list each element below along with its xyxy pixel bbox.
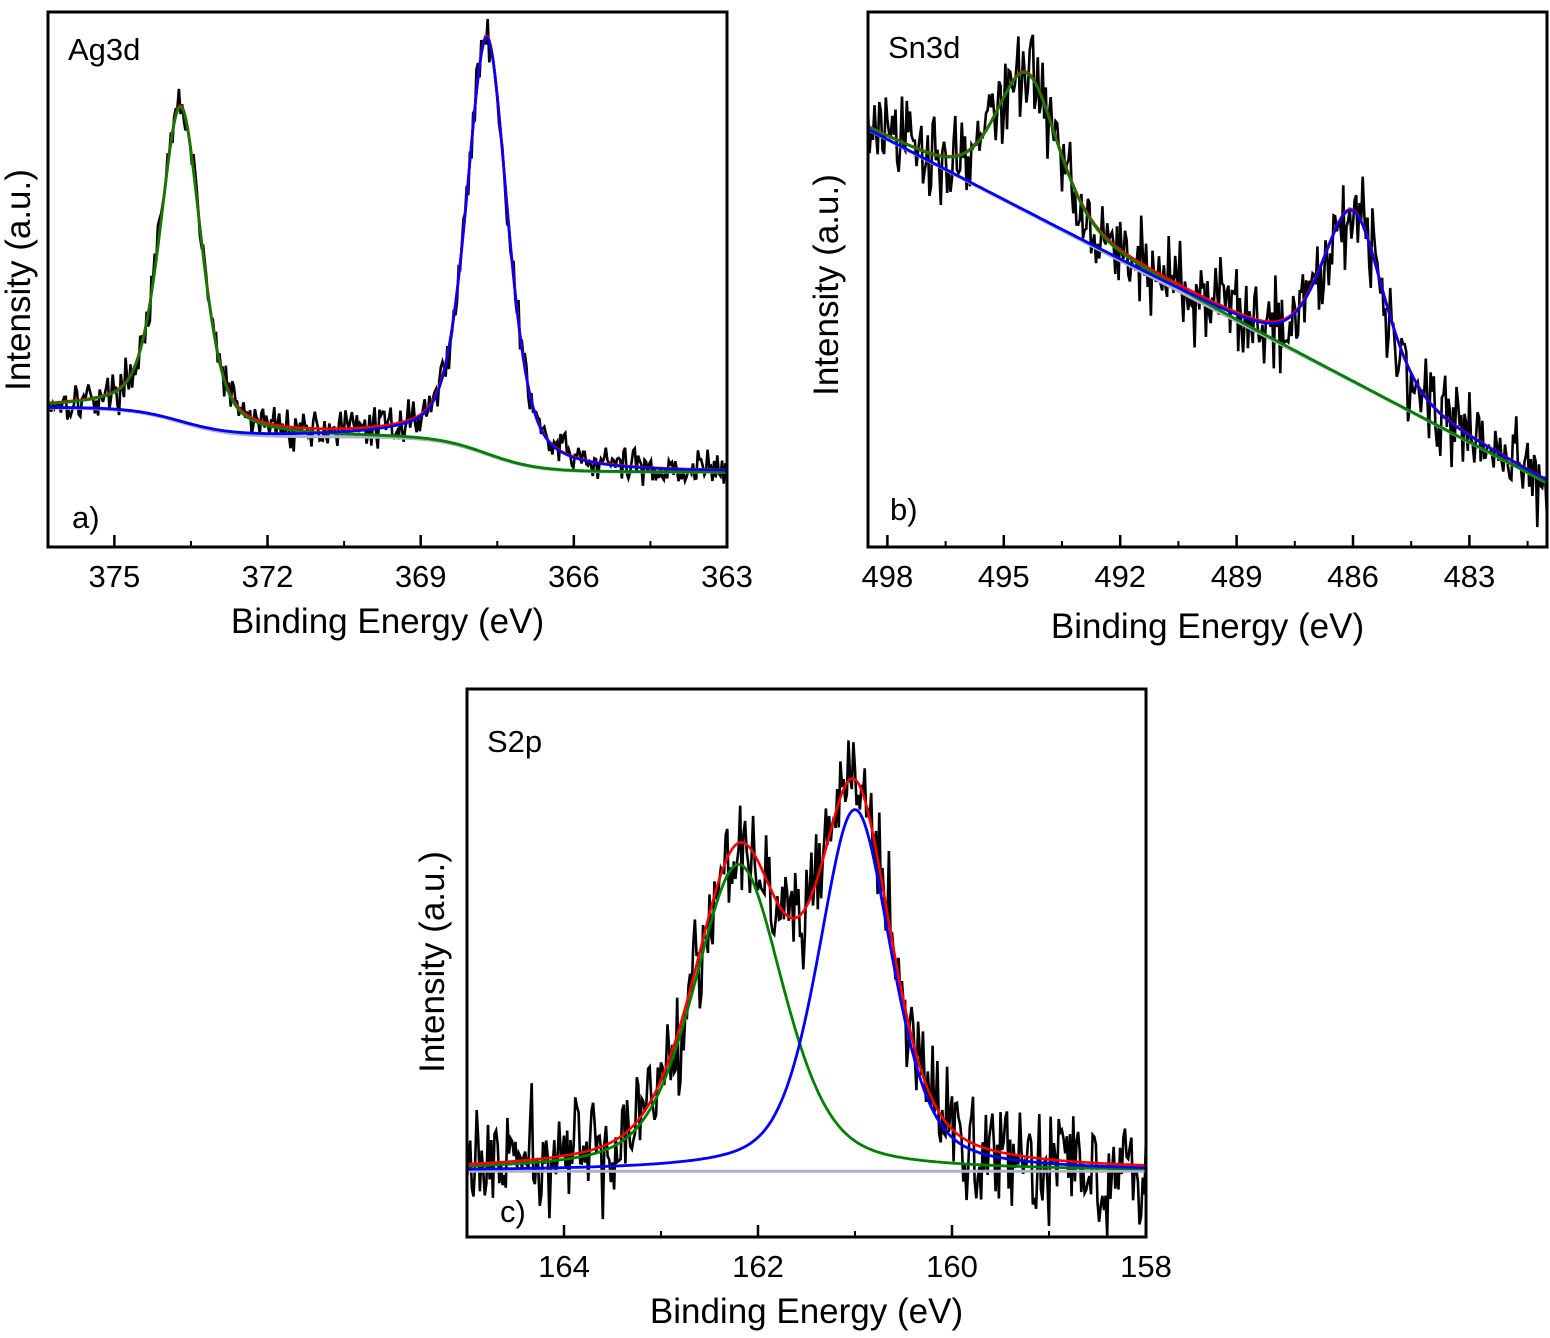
y-axis-title: Intensity (a.u.) bbox=[0, 169, 38, 391]
x-tick-label: 492 bbox=[1094, 559, 1146, 594]
fit-envelope-line bbox=[467, 777, 1146, 1167]
element-label: S2p bbox=[487, 724, 542, 759]
x-tick-label: 160 bbox=[926, 1249, 978, 1284]
plot-frame bbox=[46, 10, 729, 549]
x-tick-label: 498 bbox=[862, 559, 914, 594]
raw-spectrum-line bbox=[467, 740, 1146, 1236]
plot-area bbox=[467, 740, 1146, 1236]
y-axis-title: Intensity (a.u.) bbox=[413, 851, 452, 1073]
panel-3: 164 162 160 158 Binding Energy (eV) Intensity… bbox=[413, 687, 1172, 1331]
x-axis-title: Binding Energy (eV) bbox=[231, 602, 544, 641]
x-tick-label: 483 bbox=[1444, 559, 1496, 594]
panel-letter: b) bbox=[890, 492, 918, 527]
x-tick-label: 366 bbox=[548, 559, 600, 594]
x-tick-label: 369 bbox=[395, 559, 447, 594]
x-tick-label: 372 bbox=[242, 559, 294, 594]
plot-area bbox=[868, 34, 1547, 528]
fit-component-1-line bbox=[467, 862, 1146, 1171]
fit-component-2-overlay bbox=[868, 128, 1547, 482]
fit-component-2-line bbox=[467, 808, 1146, 1171]
x-tick-label: 489 bbox=[1211, 559, 1263, 594]
element-label: Sn3d bbox=[888, 30, 960, 65]
x-tick-label: 164 bbox=[538, 1249, 590, 1284]
element-label: Ag3d bbox=[68, 32, 140, 67]
x-axis-title: Binding Energy (eV) bbox=[1051, 607, 1364, 646]
panel-letter: a) bbox=[72, 500, 100, 535]
plot-frame bbox=[866, 10, 1549, 549]
x-tick-label: 162 bbox=[732, 1249, 784, 1284]
x-axis-title: Binding Energy (eV) bbox=[650, 1292, 963, 1331]
fit-component-1-overlay bbox=[868, 71, 1547, 484]
fit-envelope-line bbox=[48, 34, 727, 472]
x-tick-label: 158 bbox=[1120, 1249, 1172, 1284]
x-tick-label: 486 bbox=[1327, 559, 1379, 594]
fit-component-2-overlay bbox=[48, 35, 727, 472]
panel-2: 498 495 492 489 486 483 Binding Energy (eV) Int… bbox=[807, 10, 1549, 646]
plot-area bbox=[48, 18, 727, 486]
fit-component-1-line bbox=[868, 71, 1547, 484]
fit-component-1-overlay bbox=[48, 105, 727, 473]
raw-spectrum-line bbox=[868, 34, 1547, 528]
panel-letter: c) bbox=[500, 1194, 526, 1229]
x-tick-label: 363 bbox=[701, 559, 753, 594]
panel-1: 375 372 369 366 363 Binding Energy (eV) Intens… bbox=[0, 10, 753, 641]
x-tick-label: 375 bbox=[89, 559, 141, 594]
fit-component-2-line bbox=[48, 35, 727, 472]
y-axis-title: Intensity (a.u.) bbox=[807, 174, 846, 396]
x-tick-label: 495 bbox=[978, 559, 1030, 594]
plot-frame bbox=[465, 687, 1148, 1239]
